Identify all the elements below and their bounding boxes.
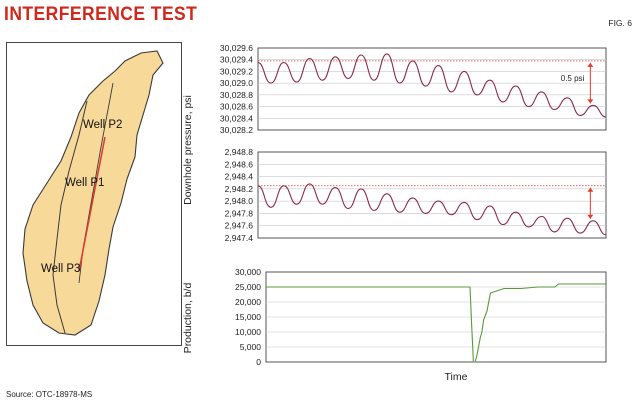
plot-frame [257, 151, 607, 239]
field-map [22, 50, 164, 336]
y-tick-label: 2,948.2 [225, 184, 254, 194]
y-tick-label: 5,000 [240, 342, 262, 352]
annotation-label: 0.5 psi [561, 74, 585, 83]
arrow-head-down [587, 214, 594, 219]
arrow-head-up [587, 62, 594, 67]
y-tick-label: 25,000 [235, 282, 261, 292]
series-line [266, 283, 606, 363]
y-tick-label: 20,000 [235, 297, 261, 307]
production-chart: 30,000 25,000 20,000 15,000 10,000 5,000 0 [235, 267, 607, 367]
production-axis-label: Production, b/d [182, 283, 194, 354]
pressure-chart-p3: 2,948.8 2,948.6 2,948.4 2,948.2 2,948.0 2,947… [225, 147, 607, 243]
y-tick-label: 2,948.0 [225, 196, 254, 206]
y-tick-label: 30,029.4 [220, 55, 253, 65]
series-line [257, 183, 607, 236]
plot-frame [257, 47, 607, 131]
y-tick-label: 2,947.4 [225, 233, 254, 243]
y-tick-label: 30,029.2 [220, 66, 253, 76]
y-tick-label: 30,000 [235, 267, 261, 277]
y-tick-label: 30,028.8 [220, 90, 253, 100]
page-title: INTERFERENCE TEST [4, 4, 198, 25]
time-axis-label: Time [445, 371, 468, 383]
pressure-axis-label: Downhole pressure, psi [182, 95, 194, 205]
y-tick-label: 2,947.6 [225, 221, 254, 231]
fault-line [52, 100, 88, 334]
well-label-p2: Well P2 [83, 119, 123, 131]
arrow-head-up [587, 187, 594, 192]
pressure-chart-p2: 30,029.6 30,029.430,029.2 30,029.0 30,028.8… [220, 43, 607, 135]
y-tick-label: 0 [256, 357, 261, 367]
y-tick-label: 30,028.6 [220, 102, 253, 112]
y-tick-label: 2,948.6 [225, 159, 254, 169]
arrow-head-down [587, 99, 594, 104]
y-tick-label: 30,028.4 [220, 113, 253, 123]
figure-label: FIG. 6 [608, 18, 632, 28]
y-tick-label: 2,948.8 [225, 147, 254, 157]
y-tick-label: 2,947.8 [225, 208, 254, 218]
y-tick-label: 30,028.2 [220, 125, 253, 135]
series-line [257, 53, 607, 118]
y-tick-label: 30,029.0 [220, 78, 253, 88]
y-tick-label: 10,000 [235, 327, 261, 337]
well-label-p1: Well P1 [65, 177, 105, 189]
well-trajectory [78, 136, 106, 272]
well-label-p3: Well P3 [41, 263, 81, 275]
y-tick-label: 30,029.6 [220, 43, 253, 53]
y-tick-label: 15,000 [235, 312, 261, 322]
source-note: Source: OTC-18978-MS [6, 390, 93, 399]
map-panel: Well P2 Well P1 Well P3 [6, 42, 182, 346]
y-tick-label: 2,948.4 [225, 172, 254, 182]
